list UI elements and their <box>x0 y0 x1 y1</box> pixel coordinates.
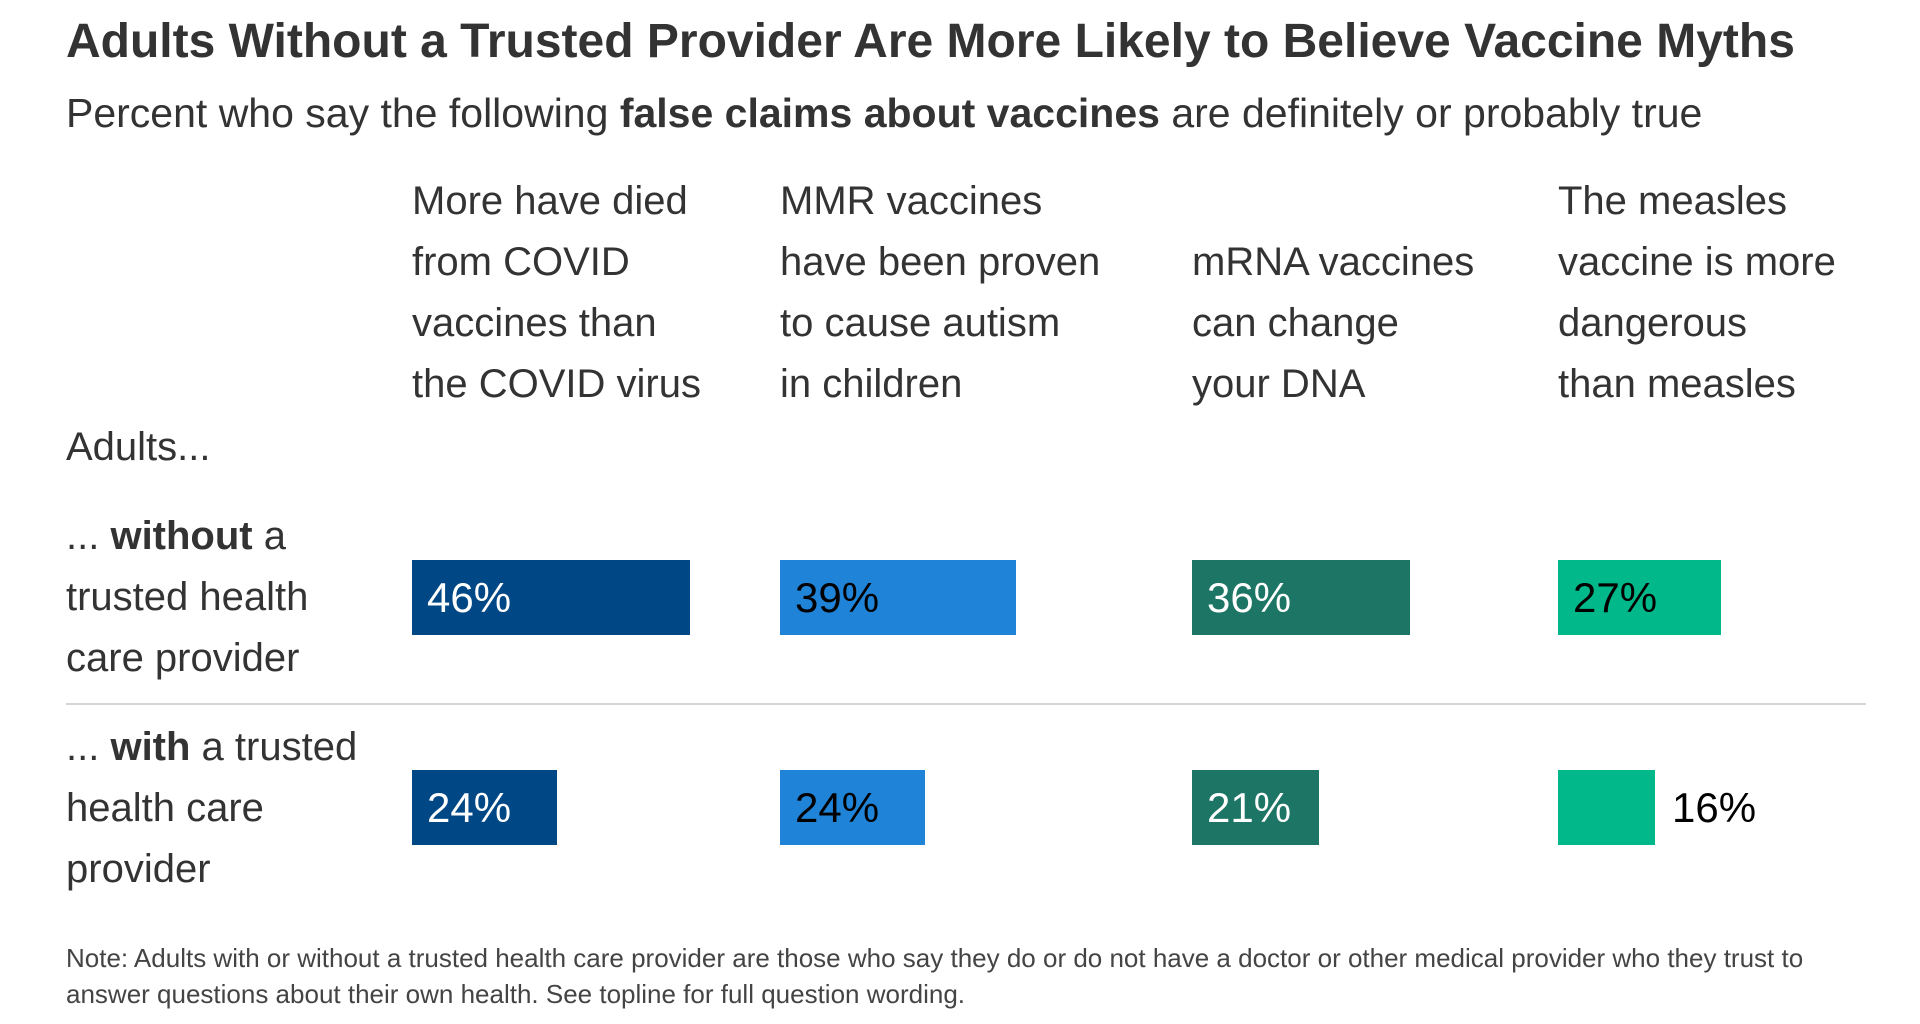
row-divider <box>66 703 1866 705</box>
row-label-emphasis: with <box>110 725 191 769</box>
column-header-line: your DNA <box>1192 362 1366 406</box>
bar-value-label: 27% <box>1573 574 1658 621</box>
column-header-line: vaccines than <box>412 301 657 345</box>
bar-value-label: 21% <box>1207 784 1292 831</box>
bar-value-label: 39% <box>795 574 880 621</box>
column-header-line: More have died <box>412 179 688 223</box>
row-label-suffix: a trusted health care provider <box>66 725 358 891</box>
row-label-without-provider: ... without a trusted health care provid… <box>66 506 366 689</box>
subtitle-prefix: Percent who say the following <box>66 90 620 136</box>
bar-value-label: 16% <box>1672 784 1757 831</box>
rows-header: Adults... <box>66 425 211 469</box>
subtitle-emphasis: false claims about vaccines <box>619 90 1160 136</box>
bar-value-label: 24% <box>427 784 512 831</box>
row-label-prefix: ... <box>66 514 111 558</box>
bar <box>780 560 1016 635</box>
column-header-line: to cause autism <box>780 301 1061 345</box>
column-header-line: The measles <box>1558 179 1787 223</box>
column-header-line: dangerous <box>1558 301 1748 345</box>
column-header-mmr-autism: MMR vaccines have been proven to cause a… <box>780 175 1120 415</box>
chart-title: Adults Without a Trusted Provider Are Mo… <box>66 15 1795 68</box>
bar <box>1558 770 1655 845</box>
column-header-line: can change <box>1192 301 1399 345</box>
column-header-line: have been proven <box>780 240 1101 284</box>
column-header-line: from COVID <box>412 240 630 284</box>
row-label-suffix: a trusted health care provider <box>66 514 309 680</box>
row-label-with-provider: ... with a trusted health care provider <box>66 717 366 900</box>
bar <box>412 560 690 635</box>
bar <box>412 770 557 845</box>
bar <box>1192 770 1319 845</box>
column-header-measles-vaccine: The measles vaccine is more dangerous th… <box>1558 175 1898 415</box>
column-header-line: mRNA vaccines <box>1192 240 1475 284</box>
chart-subtitle: Percent who say the following false clai… <box>66 90 1896 137</box>
column-header-covid-deaths: More have died from COVID vaccines than … <box>412 175 752 415</box>
bar-value-label: 36% <box>1207 574 1292 621</box>
column-header-line: MMR vaccines <box>780 179 1043 223</box>
bar <box>780 770 925 845</box>
row-label-prefix: ... <box>66 725 111 769</box>
bar-value-label: 46% <box>427 574 512 621</box>
column-header-line: the COVID virus <box>412 362 701 406</box>
bar <box>1192 560 1410 635</box>
column-header-mrna-dna: mRNA vaccines can change your DNA <box>1192 175 1532 415</box>
row-label-emphasis: without <box>110 514 253 558</box>
subtitle-suffix: are definitely or probably true <box>1159 90 1703 136</box>
column-header-line: vaccine is more <box>1558 240 1836 284</box>
column-header-line: than measles <box>1558 362 1796 406</box>
footnote: Note: Adults with or without a trusted h… <box>66 943 1804 1009</box>
column-header-line: in children <box>780 362 963 406</box>
bar-value-label: 24% <box>795 784 880 831</box>
bar <box>1558 560 1721 635</box>
